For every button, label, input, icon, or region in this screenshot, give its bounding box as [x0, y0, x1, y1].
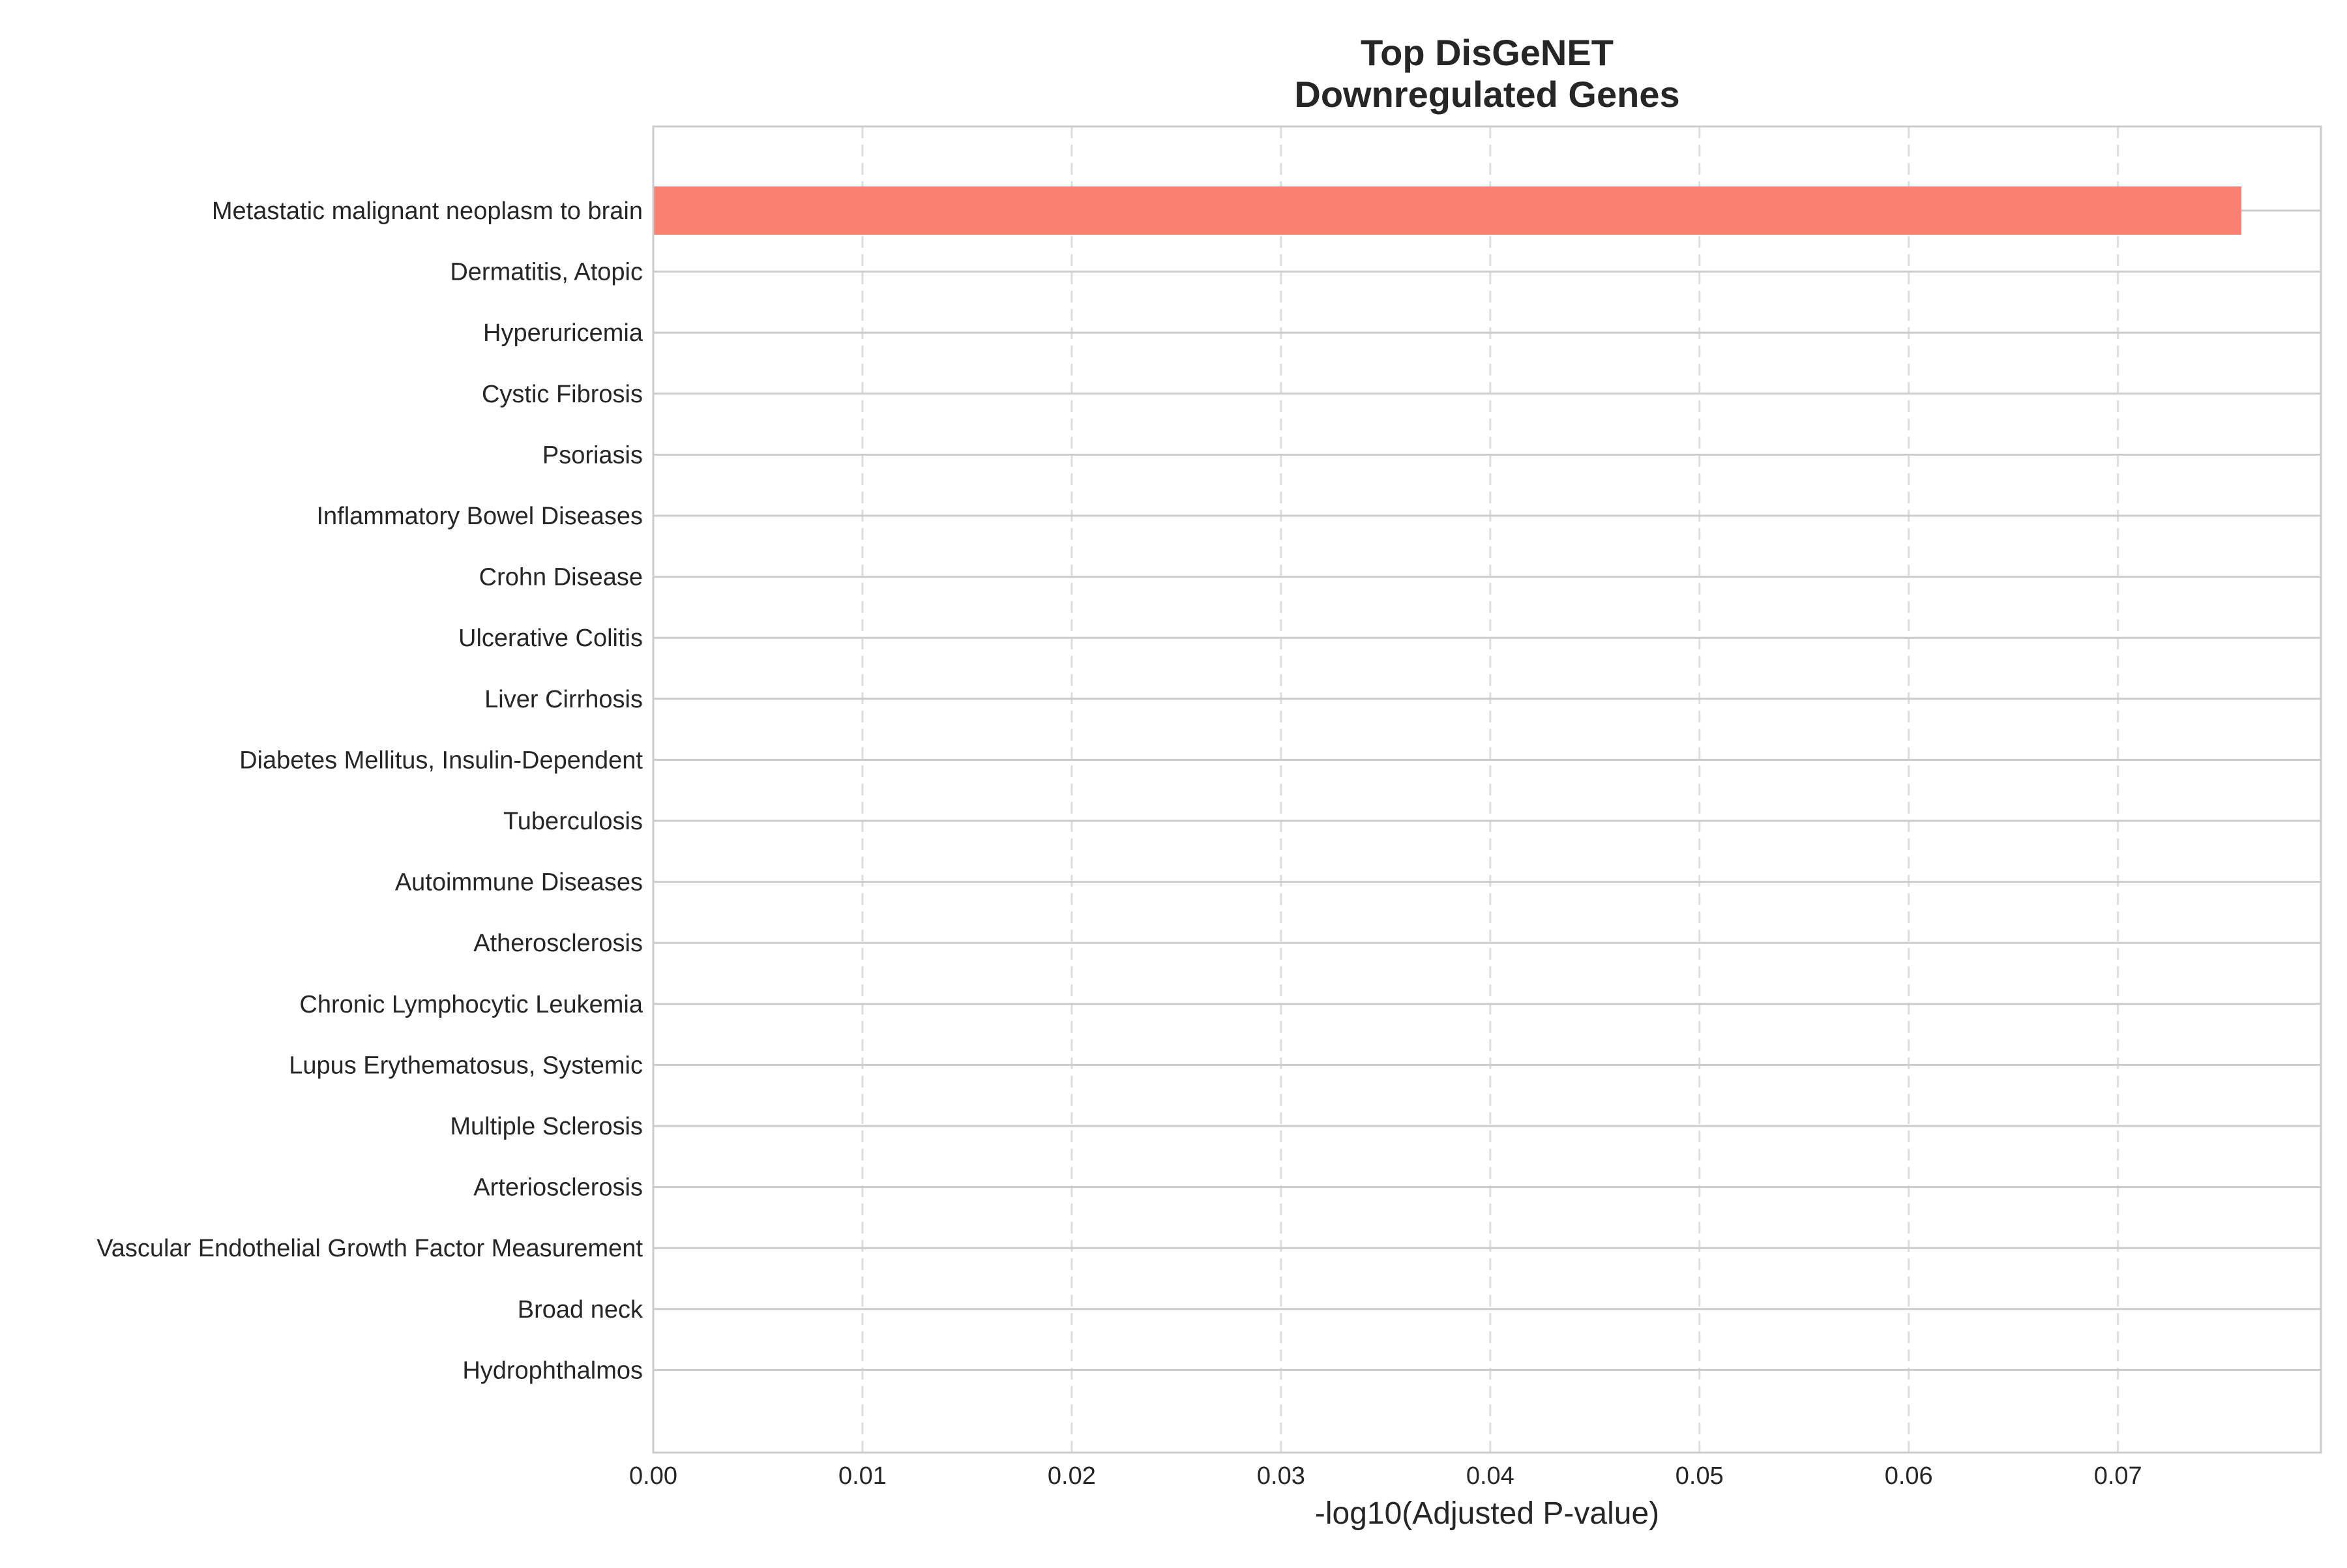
x-tick-label: 0.06: [1885, 1462, 1933, 1490]
chart-title-line-2: Downregulated Genes: [1294, 74, 1679, 115]
y-tick-label: Cystic Fibrosis: [482, 381, 643, 408]
plot-frame: [652, 125, 2322, 1454]
row-lines-layer: [653, 209, 2321, 1371]
y-tick-label: Vascular Endothelial Growth Factor Measu…: [96, 1235, 643, 1262]
y-tick-label: Diabetes Mellitus, Insulin-Dependent: [239, 747, 643, 774]
y-tick-label: Arteriosclerosis: [473, 1174, 643, 1202]
y-tick-label: Hyperuricemia: [483, 319, 643, 347]
x-tick-label: 0.01: [838, 1462, 887, 1490]
y-tick-label: Crohn Disease: [479, 564, 643, 591]
x-tick-labels: 0.00 0.01 0.02 0.03 0.04 0.05 0.06 0.07: [629, 1462, 2142, 1490]
x-tick-label: 0.05: [1675, 1462, 1724, 1490]
y-tick-labels: Metastatic malignant neoplasm to brain De…: [96, 198, 643, 1384]
x-tick-label: 0.07: [2094, 1462, 2142, 1490]
y-tick-label: Lupus Erythematosus, Systemic: [289, 1052, 643, 1079]
y-tick-label: Ulcerative Colitis: [458, 625, 643, 652]
bars-layer: [653, 186, 2242, 235]
y-tick-label: Hydrophthalmos: [462, 1357, 643, 1384]
chart-title-line-1: Top DisGeNET: [1361, 32, 1614, 73]
y-tick-label: Metastatic malignant neoplasm to brain: [212, 198, 643, 225]
y-tick-label: Liver Cirrhosis: [484, 686, 643, 713]
x-axis-label: -log10(Adjusted P-value): [1315, 1496, 1659, 1531]
y-tick-label: Multiple Sclerosis: [450, 1113, 643, 1140]
grid-layer: [861, 126, 2119, 1453]
x-tick-label: 0.03: [1257, 1462, 1305, 1490]
x-tick-label: 0.04: [1466, 1462, 1514, 1490]
y-tick-label: Autoimmune Diseases: [395, 869, 643, 896]
x-tick-label: 0.00: [629, 1462, 677, 1490]
y-tick-label: Broad neck: [518, 1296, 643, 1324]
y-tick-label: Dermatitis, Atopic: [450, 259, 643, 286]
x-tick-label: 0.02: [1048, 1462, 1096, 1490]
y-tick-label: Atherosclerosis: [473, 930, 643, 957]
bar: [653, 186, 2242, 235]
y-tick-label: Inflammatory Bowel Diseases: [316, 503, 643, 530]
y-tick-label: Psoriasis: [542, 441, 643, 469]
y-tick-label: Tuberculosis: [503, 808, 643, 835]
y-tick-label: Chronic Lymphocytic Leukemia: [299, 991, 643, 1018]
